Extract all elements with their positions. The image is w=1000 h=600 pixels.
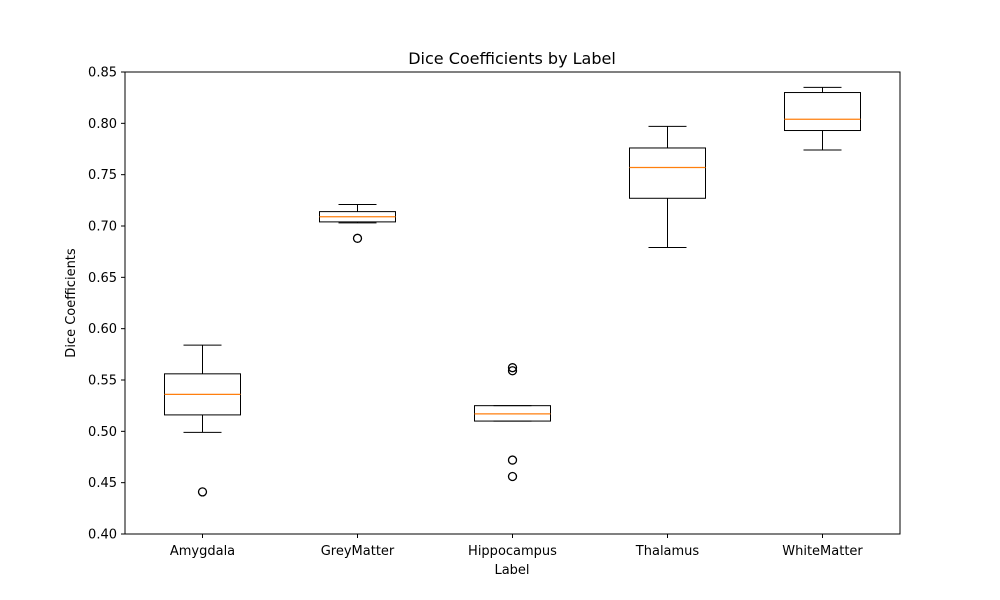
x-tick-label: Amygdala bbox=[170, 544, 235, 559]
outlier-point bbox=[197, 487, 208, 497]
outlier-point bbox=[507, 471, 518, 482]
box-whitematter bbox=[784, 92, 861, 132]
y-tick-label: 0.55 bbox=[88, 374, 117, 389]
plot-area: 0.40 0.45 0.50 0.55 0.60 0.65 0.70 0.75 0.80 0.85… bbox=[88, 66, 863, 560]
x-tick-label: Hippocampus bbox=[468, 544, 557, 559]
outlier-point bbox=[507, 363, 518, 373]
outlier-point bbox=[507, 455, 518, 465]
x-tick-label: WhiteMatter bbox=[782, 544, 863, 559]
y-tick-label: 0.80 bbox=[88, 117, 117, 132]
y-axis-label: Dice Coefficients bbox=[64, 248, 79, 358]
x-axis-label: Label bbox=[494, 563, 529, 578]
y-tick-label: 0.50 bbox=[88, 425, 117, 440]
y-tick-label: 0.60 bbox=[88, 322, 117, 337]
y-tick-label: 0.45 bbox=[88, 476, 117, 491]
x-tick-label: Thalamus bbox=[635, 544, 700, 559]
outlier-point bbox=[352, 233, 363, 243]
box-thalamus bbox=[629, 147, 706, 199]
chart-title: Dice Coefficients by Label bbox=[408, 49, 616, 68]
y-tick-label: 0.75 bbox=[88, 168, 117, 183]
y-tick-label: 0.70 bbox=[88, 220, 117, 235]
y-tick-label: 0.40 bbox=[88, 528, 117, 543]
axes-frame bbox=[124, 71, 901, 535]
outlier-point bbox=[507, 366, 518, 376]
y-tick-label: 0.85 bbox=[88, 66, 117, 81]
y-tick-label: 0.65 bbox=[88, 271, 117, 286]
x-tick-label: GreyMatter bbox=[321, 544, 395, 559]
